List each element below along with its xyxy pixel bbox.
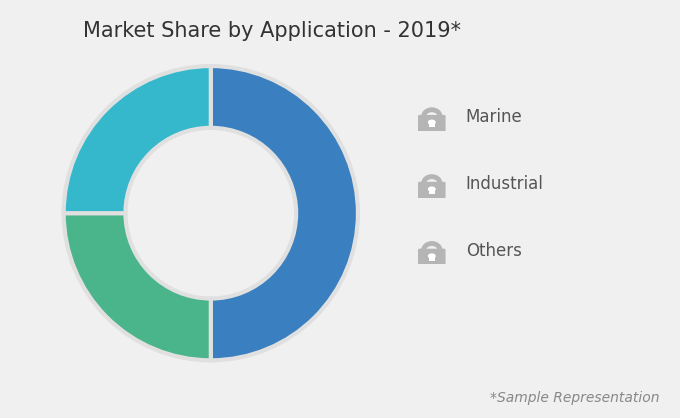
Wedge shape — [211, 66, 358, 360]
Text: Industrial: Industrial — [466, 175, 544, 193]
Text: Others: Others — [466, 242, 522, 260]
Text: *Sample Representation: *Sample Representation — [490, 392, 660, 405]
Wedge shape — [64, 213, 211, 360]
Circle shape — [428, 253, 436, 259]
FancyBboxPatch shape — [418, 115, 445, 132]
FancyBboxPatch shape — [418, 249, 445, 265]
Circle shape — [428, 120, 436, 125]
Text: Marine: Marine — [466, 108, 522, 126]
FancyBboxPatch shape — [418, 182, 445, 199]
Wedge shape — [64, 66, 211, 213]
Bar — [429, 190, 435, 194]
Bar — [429, 123, 435, 127]
Bar — [429, 257, 435, 261]
Circle shape — [428, 186, 436, 192]
Text: Market Share by Application - 2019*: Market Share by Application - 2019* — [83, 21, 461, 41]
